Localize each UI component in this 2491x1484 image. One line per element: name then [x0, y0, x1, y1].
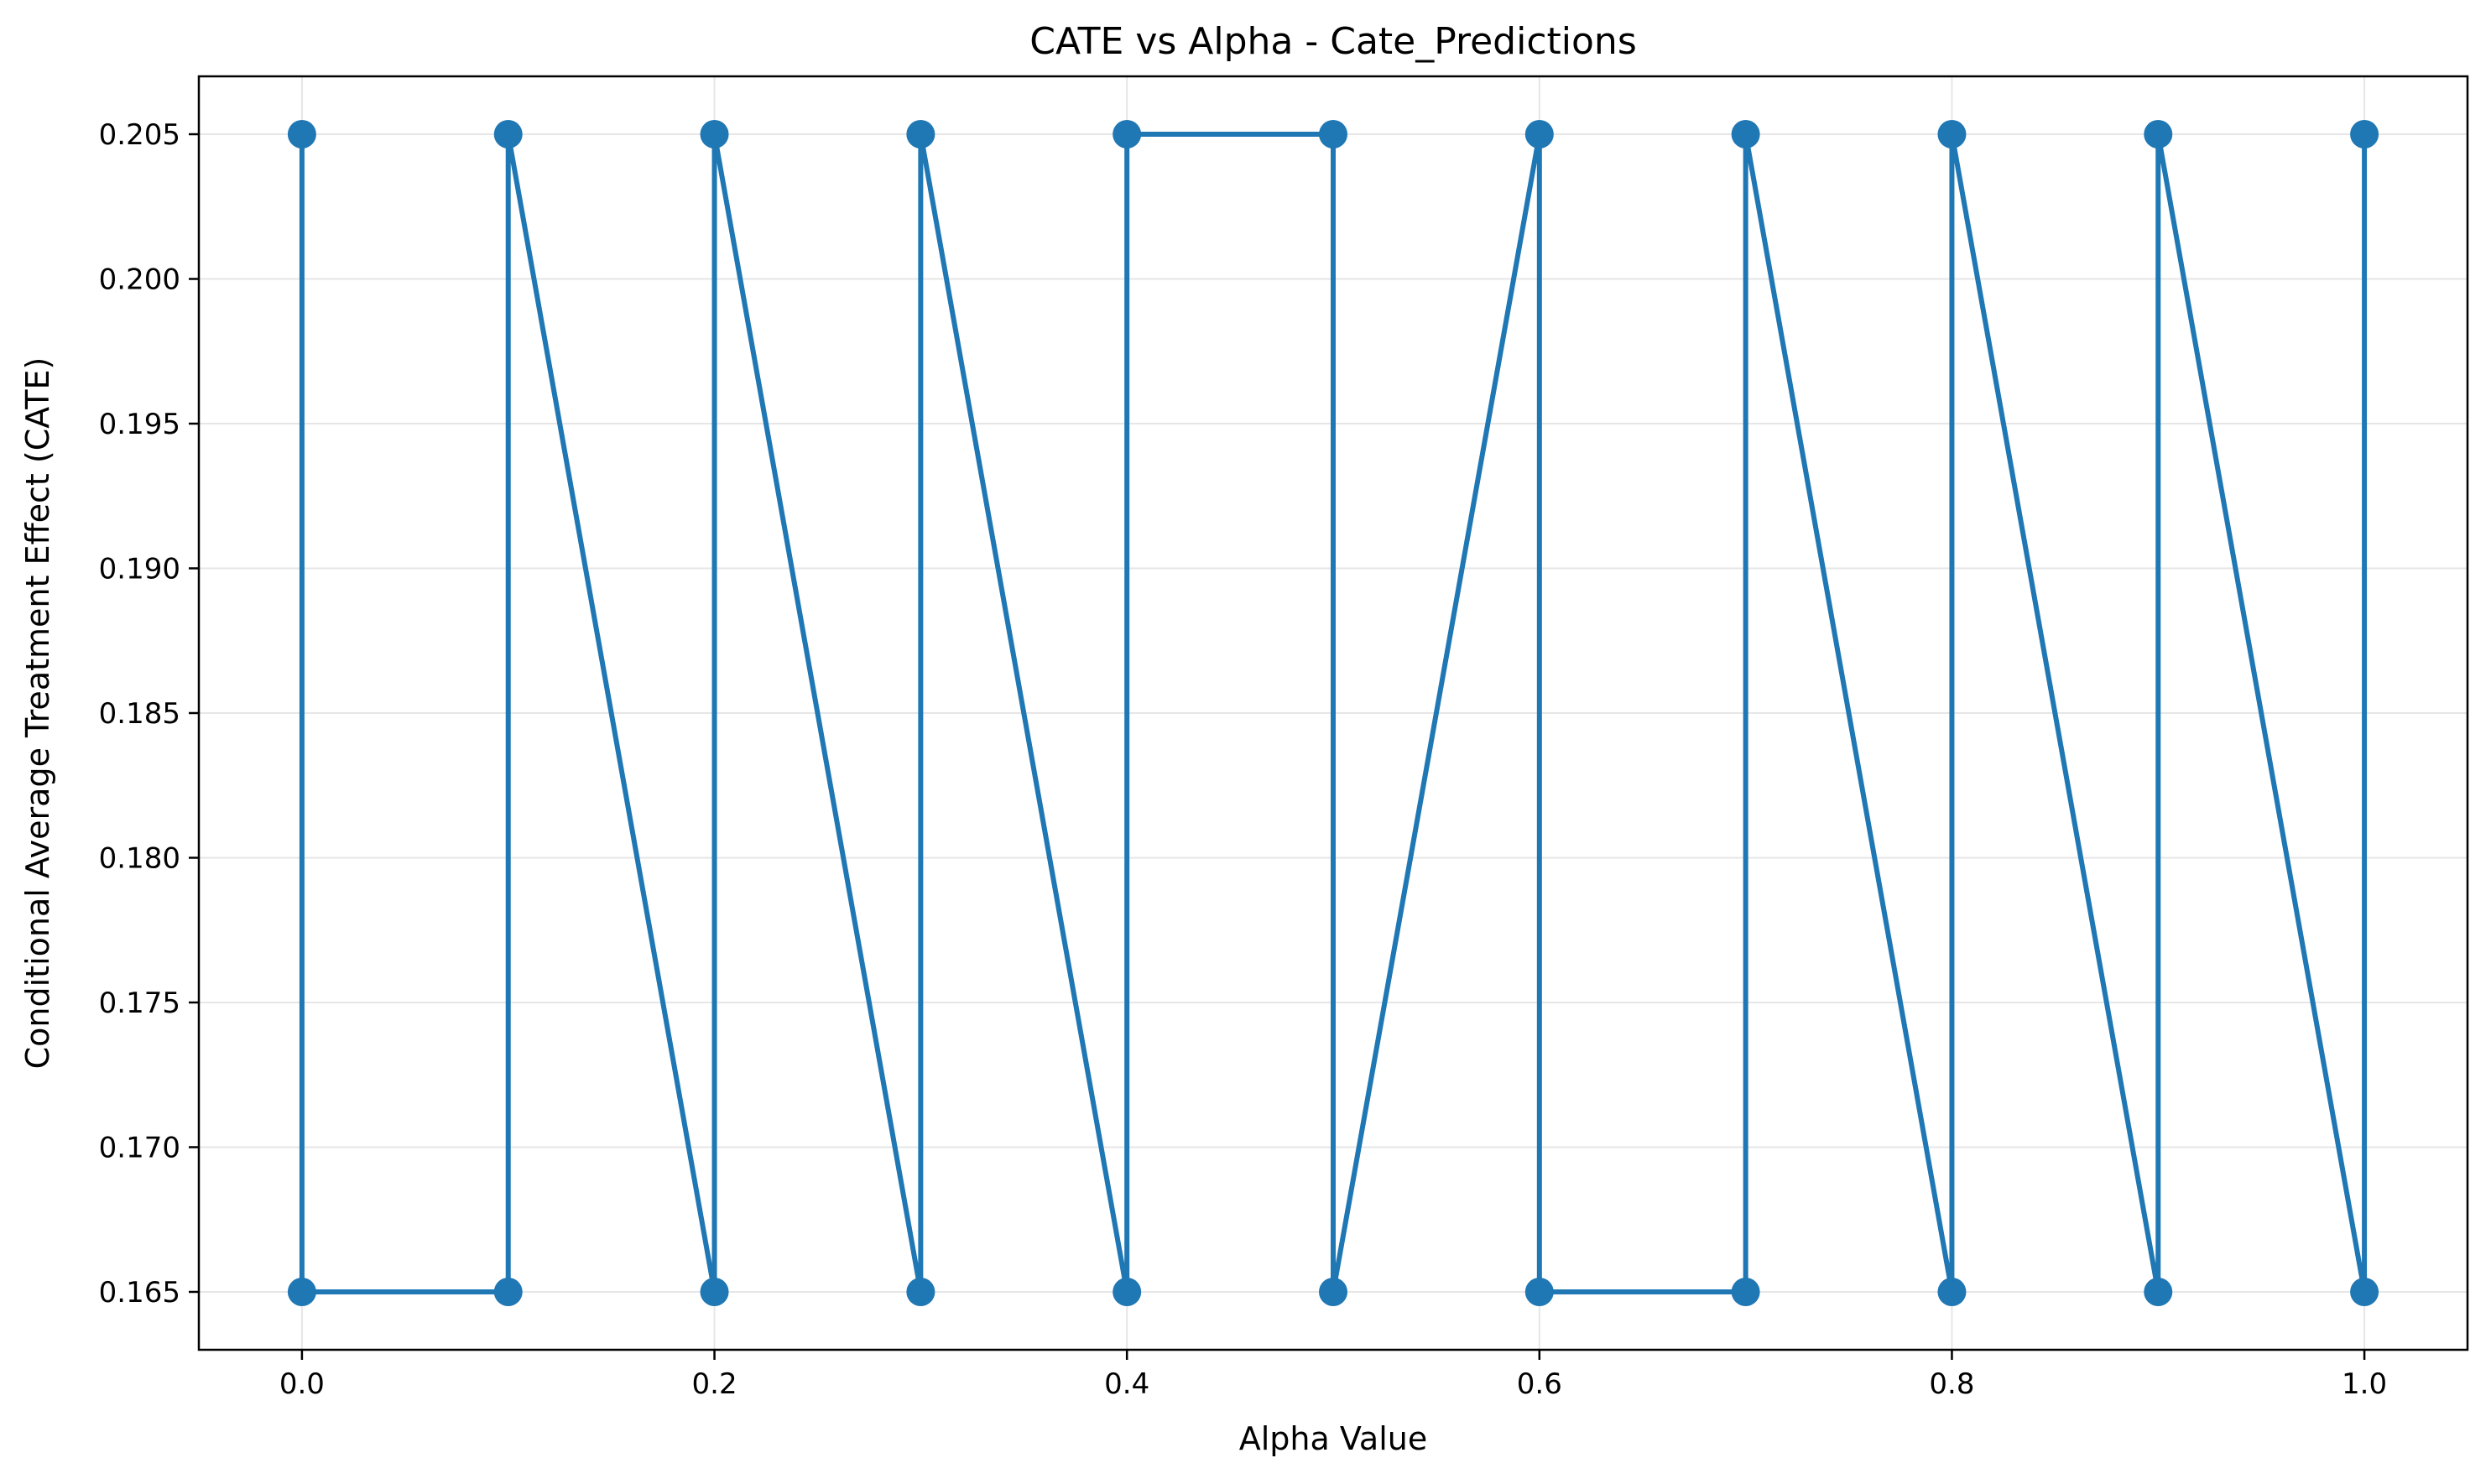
x-axis-title: Alpha Value [1239, 1420, 1427, 1457]
data-point [906, 120, 935, 148]
data-point [700, 120, 729, 148]
data-point [1524, 120, 1554, 148]
x-tick-label: 1.0 [2342, 1367, 2387, 1401]
y-axis-title: Conditional Average Treatment Effect (CA… [19, 357, 56, 1070]
data-point [1113, 1278, 1142, 1306]
series-line [299, 132, 2368, 1294]
x-tick-label: 0.4 [1104, 1367, 1149, 1401]
y-tick-label: 0.205 [99, 118, 180, 152]
x-tick-label: 0.0 [279, 1367, 325, 1401]
data-point [287, 120, 316, 148]
x-tick-label: 0.8 [1929, 1367, 1974, 1401]
data-point [2350, 1278, 2379, 1306]
y-tick-label: 0.190 [99, 553, 180, 586]
y-tick-label: 0.200 [99, 263, 180, 297]
data-point [1937, 120, 1967, 148]
data-point [1524, 1278, 1554, 1306]
data-point [700, 1278, 729, 1306]
data-point [2350, 120, 2379, 148]
chart-title: CATE vs Alpha - Cate_Predictions [1029, 20, 1637, 63]
data-point [906, 1278, 935, 1306]
data-point [1731, 120, 1760, 148]
y-tick-label: 0.185 [99, 697, 180, 731]
y-tick-label: 0.180 [99, 842, 180, 876]
y-tick-label: 0.170 [99, 1132, 180, 1165]
data-point [1319, 120, 1347, 148]
x-tick-label: 0.2 [692, 1367, 737, 1401]
data-point [1319, 1278, 1347, 1306]
data-point [493, 1278, 523, 1306]
y-tick-label: 0.165 [99, 1276, 180, 1310]
y-tick-label: 0.175 [99, 987, 180, 1020]
data-point [493, 120, 523, 148]
data-point [287, 1278, 316, 1306]
series-layer [287, 120, 2379, 1306]
y-tick-label: 0.195 [99, 408, 180, 441]
axes: 0.0 0.2 0.4 0.6 0.8 1.0 0.165 0.170 0.175 0.180 0.… [99, 75, 2469, 1401]
data-point [2144, 120, 2173, 148]
data-point [1113, 120, 1142, 148]
x-tick-label: 0.6 [1517, 1367, 1562, 1401]
data-point [1937, 1278, 1967, 1306]
data-point [2144, 1278, 2173, 1306]
data-point [1731, 1278, 1760, 1306]
